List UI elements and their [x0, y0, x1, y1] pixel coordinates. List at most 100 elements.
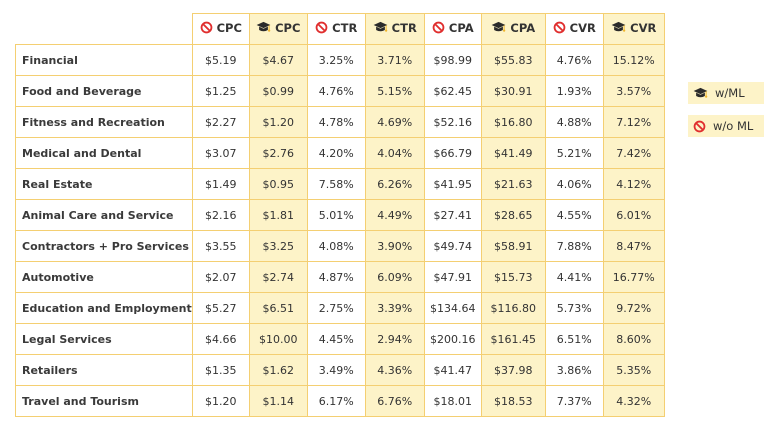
- graduation-cap-icon: [611, 21, 626, 34]
- table-cell-cpa-ml: $37.98: [480, 354, 546, 386]
- table-cell-ctr-no-ml: 2.75%: [306, 292, 366, 324]
- table-cell-cvr-ml: 16.77%: [602, 261, 665, 293]
- column-header-label: CTR: [332, 20, 358, 35]
- table-cell-cvr-ml: 7.42%: [602, 137, 665, 169]
- table-row: Retailers $1.35 $1.62 3.49% 4.36% $41.47 $37.9…: [15, 354, 665, 386]
- table-cell-ctr-ml: 3.90%: [364, 230, 425, 262]
- row-category: Animal Care and Service: [15, 199, 193, 231]
- table-cell-ctr-ml: 4.69%: [364, 106, 425, 138]
- table-cell-cpc-no-ml: $5.27: [191, 292, 250, 324]
- table-cell-ctr-ml: 3.39%: [364, 292, 425, 324]
- table-cell-cpc-no-ml: $2.16: [191, 199, 250, 231]
- table-cell-cpc-no-ml: $3.55: [191, 230, 250, 262]
- table-cell-cpa-ml: $15.73: [480, 261, 546, 293]
- column-header-cvr-ml: CVR: [602, 13, 665, 45]
- column-header-label: CPC: [216, 20, 242, 35]
- table-cell-ctr-ml: 3.71%: [364, 44, 425, 76]
- table-cell-cpc-ml: $0.95: [248, 168, 308, 200]
- table-cell-cvr-no-ml: 7.37%: [544, 385, 604, 417]
- graduation-cap-icon: [256, 21, 271, 34]
- table-row: Legal Services $4.66 $10.00 4.45% 2.94% $200.…: [15, 323, 665, 355]
- table-cell-cpa-ml: $28.65: [480, 199, 546, 231]
- column-header-cpa-no-ml: CPA: [423, 13, 482, 45]
- table-cell-cpa-ml: $55.83: [480, 44, 546, 76]
- table-cell-cvr-ml: 6.01%: [602, 199, 665, 231]
- table-cell-cpa-no-ml: $66.79: [423, 137, 482, 169]
- table-cell-cvr-no-ml: 4.06%: [544, 168, 604, 200]
- table-cell-cpc-no-ml: $1.25: [191, 75, 250, 107]
- table-cell-cpa-no-ml: $200.16: [423, 323, 482, 355]
- table-cell-cpc-ml: $3.25: [248, 230, 308, 262]
- table-cell-cpa-ml: $18.53: [480, 385, 546, 417]
- column-header-cpa-ml: CPA: [480, 13, 546, 45]
- table-cell-cpc-ml: $1.14: [248, 385, 308, 417]
- table-row: Medical and Dental $3.07 $2.76 4.20% 4.04% $6…: [15, 137, 665, 169]
- legend-label-no-ml: w/o ML: [713, 119, 754, 133]
- table-cell-ctr-ml: 5.15%: [364, 75, 425, 107]
- table-cell-cpa-no-ml: $98.99: [423, 44, 482, 76]
- table-cell-cpa-no-ml: $41.47: [423, 354, 482, 386]
- table-cell-cvr-no-ml: 1.93%: [544, 75, 604, 107]
- table-cell-cpa-no-ml: $41.95: [423, 168, 482, 200]
- table-cell-cpc-ml: $1.62: [248, 354, 308, 386]
- graduation-cap-icon: [491, 21, 506, 34]
- table-cell-cvr-no-ml: 5.21%: [544, 137, 604, 169]
- column-header-label: CTR: [391, 20, 417, 35]
- table-cell-cpc-ml: $1.81: [248, 199, 308, 231]
- table-cell-cvr-ml: 9.72%: [602, 292, 665, 324]
- table-cell-cpc-no-ml: $1.49: [191, 168, 250, 200]
- row-category: Automotive: [15, 261, 193, 293]
- table-cell-cpc-no-ml: $2.07: [191, 261, 250, 293]
- column-header-ctr-ml: CTR: [364, 13, 425, 45]
- table-cell-ctr-ml: 2.94%: [364, 323, 425, 355]
- column-header-label: CVR: [569, 20, 596, 35]
- table-cell-cvr-no-ml: 6.51%: [544, 323, 604, 355]
- column-header-label: CPA: [510, 20, 536, 35]
- column-header-label: CVR: [630, 20, 657, 35]
- table-cell-cpc-no-ml: $5.19: [191, 44, 250, 76]
- table-cell-cpa-ml: $58.91: [480, 230, 546, 262]
- row-category: Food and Beverage: [15, 75, 193, 107]
- row-category: Legal Services: [15, 323, 193, 355]
- prohibited-icon: [432, 21, 445, 34]
- table-row: Real Estate $1.49 $0.95 7.58% 6.26% $41.95 $21…: [15, 168, 665, 200]
- table-cell-ctr-ml: 6.09%: [364, 261, 425, 293]
- prohibited-icon: [693, 120, 706, 133]
- table-cell-cpc-no-ml: $3.07: [191, 137, 250, 169]
- table-cell-ctr-no-ml: 4.45%: [306, 323, 366, 355]
- row-category: Contractors + Pro Services: [15, 230, 193, 262]
- table-cell-cpa-no-ml: $27.41: [423, 199, 482, 231]
- column-header-cvr-no-ml: CVR: [544, 13, 604, 45]
- table-cell-cvr-ml: 8.60%: [602, 323, 665, 355]
- table-cell-cpc-no-ml: $1.20: [191, 385, 250, 417]
- table-cell-cpa-no-ml: $134.64: [423, 292, 482, 324]
- table-cell-cpc-ml: $2.76: [248, 137, 308, 169]
- table-cell-ctr-no-ml: 3.25%: [306, 44, 366, 76]
- row-category: Medical and Dental: [15, 137, 193, 169]
- graduation-cap-icon: [693, 87, 708, 100]
- graduation-cap-icon: [373, 21, 388, 34]
- legend-item-ml: w/ML: [688, 82, 764, 104]
- table-cell-cvr-no-ml: 4.88%: [544, 106, 604, 138]
- table-cell-ctr-no-ml: 4.78%: [306, 106, 366, 138]
- table-cell-cpa-ml: $41.49: [480, 137, 546, 169]
- table-row: Fitness and Recreation $2.27 $1.20 4.78% 4.6…: [15, 106, 665, 138]
- table-cell-ctr-no-ml: 4.87%: [306, 261, 366, 293]
- table-cell-cvr-no-ml: 7.88%: [544, 230, 604, 262]
- table-cell-cvr-ml: 5.35%: [602, 354, 665, 386]
- table-cell-cvr-no-ml: 4.55%: [544, 199, 604, 231]
- prohibited-icon: [200, 21, 213, 34]
- header-corner: [16, 14, 193, 45]
- table-cell-cpa-ml: $116.80: [480, 292, 546, 324]
- table-cell-cvr-ml: 4.12%: [602, 168, 665, 200]
- table-cell-cvr-no-ml: 5.73%: [544, 292, 604, 324]
- column-header-cpc-ml: CPC: [248, 13, 308, 45]
- table-cell-cpa-ml: $16.80: [480, 106, 546, 138]
- table-cell-cpc-ml: $1.20: [248, 106, 308, 138]
- row-category: Real Estate: [15, 168, 193, 200]
- table-cell-cpc-no-ml: $2.27: [191, 106, 250, 138]
- table-cell-ctr-ml: 4.04%: [364, 137, 425, 169]
- table-cell-cvr-ml: 7.12%: [602, 106, 665, 138]
- table-row: Travel and Tourism $1.20 $1.14 6.17% 6.76% $1…: [15, 385, 665, 417]
- row-category: Financial: [15, 44, 193, 76]
